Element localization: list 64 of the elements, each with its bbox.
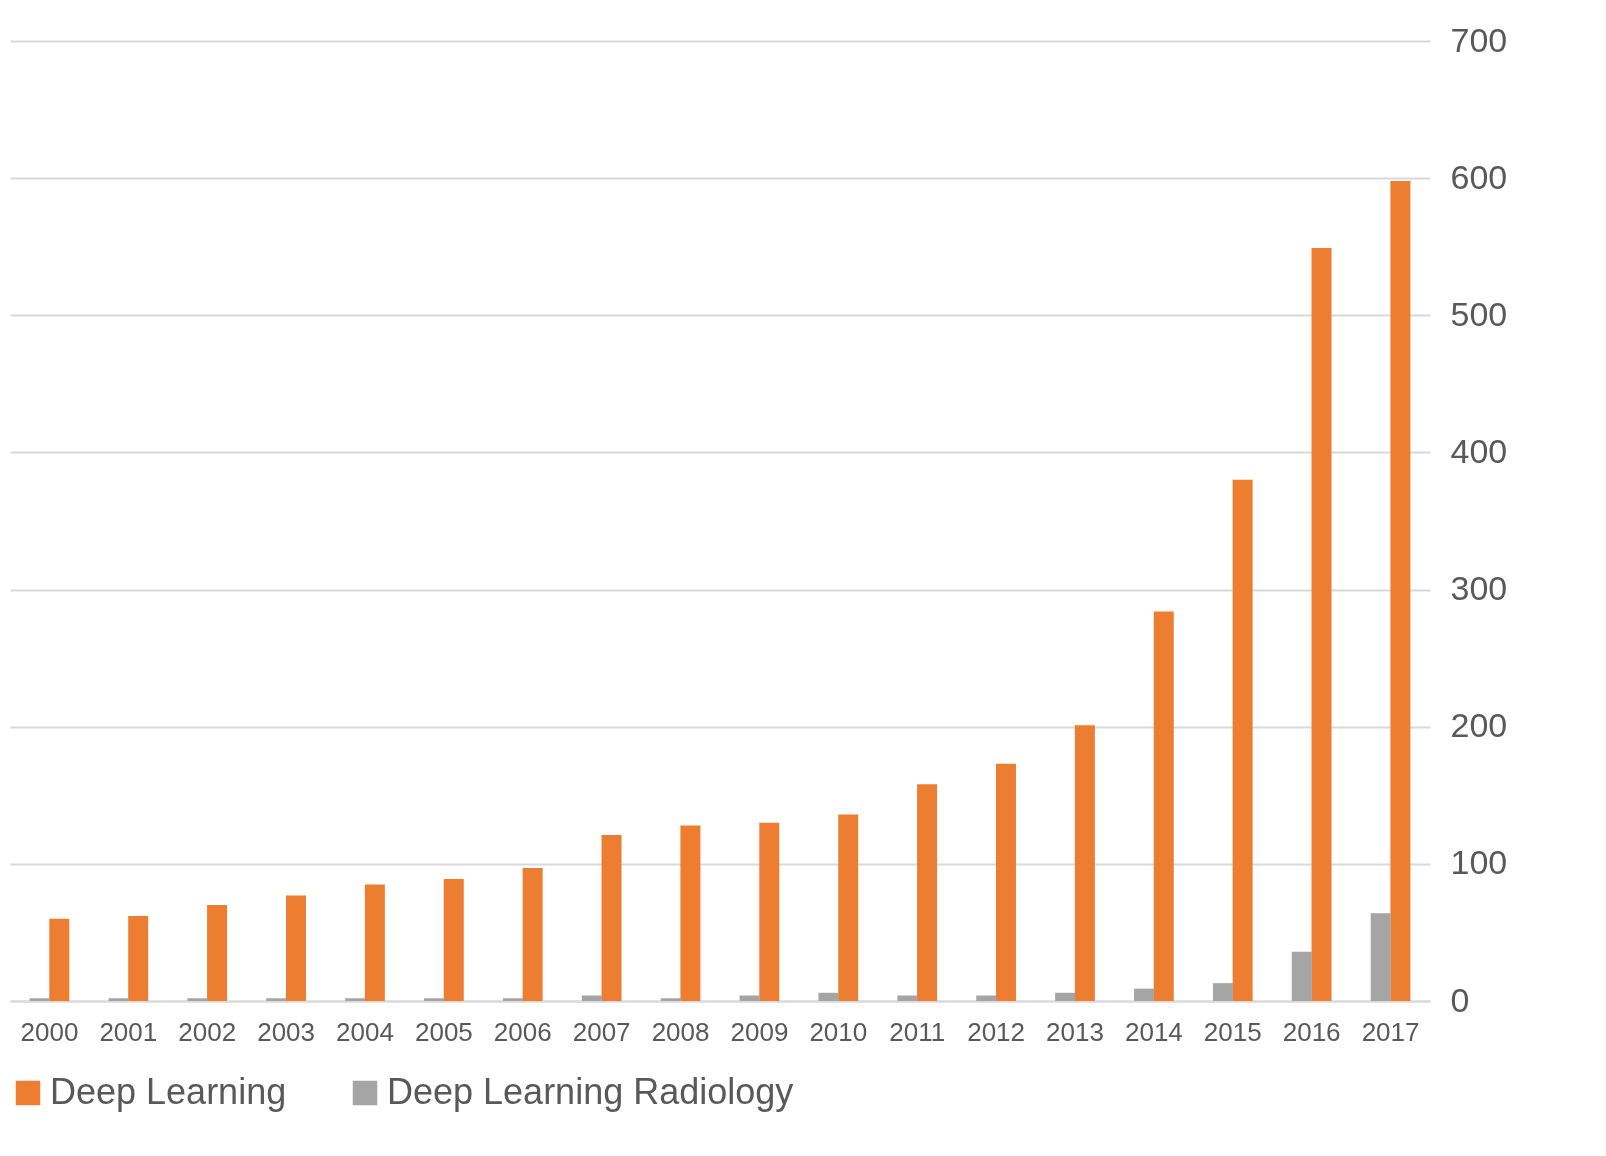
bar <box>502 998 523 1001</box>
x-tick-label: 2007 <box>572 1016 631 1047</box>
x-tick-label: 2011 <box>889 1016 946 1047</box>
bar <box>49 918 70 1001</box>
y-tick-label: 300 <box>1450 569 1508 608</box>
bar <box>29 998 50 1001</box>
bar <box>1074 725 1095 1001</box>
bar <box>581 995 602 1001</box>
bar <box>424 998 445 1001</box>
legend-label: Deep Learning <box>50 1071 287 1112</box>
x-tick-label: 2016 <box>1282 1016 1341 1047</box>
y-tick-label: 700 <box>1450 20 1508 59</box>
x-tick-label: 2002 <box>178 1016 237 1047</box>
bar <box>128 915 149 1001</box>
bar <box>1134 988 1155 1001</box>
bar <box>838 814 859 1001</box>
x-tick-label: 2005 <box>414 1016 473 1047</box>
x-tick-label: 2014 <box>1124 1016 1183 1047</box>
legend-label: Deep Learning Radiology <box>387 1071 794 1112</box>
bar <box>917 784 938 1001</box>
x-tick-label: 2004 <box>336 1016 394 1047</box>
bar <box>995 763 1016 1001</box>
bar <box>187 998 208 1001</box>
bar <box>818 992 839 1001</box>
bar <box>1390 180 1411 1001</box>
y-tick-label: 500 <box>1450 294 1508 333</box>
x-tick-label: 2003 <box>257 1016 316 1047</box>
bar <box>443 878 464 1001</box>
x-tick-label: 2009 <box>730 1016 789 1047</box>
bar <box>660 998 681 1001</box>
bar <box>759 822 780 1001</box>
bar <box>207 905 228 1001</box>
bar <box>897 995 918 1001</box>
bar <box>1291 951 1312 1001</box>
bar <box>364 884 385 1001</box>
bar <box>1311 248 1332 1001</box>
y-tick-label: 400 <box>1450 431 1508 470</box>
bar <box>1055 992 1076 1001</box>
y-tick-label: 600 <box>1450 157 1508 196</box>
y-tick-label: 0 <box>1450 980 1470 1019</box>
bar <box>1232 479 1253 1001</box>
x-tick-label: 2000 <box>20 1016 79 1047</box>
bar <box>1370 913 1391 1001</box>
y-tick-label: 100 <box>1450 843 1508 882</box>
x-tick-label: 2017 <box>1361 1016 1420 1047</box>
x-tick-label: 2010 <box>809 1016 868 1047</box>
bar <box>266 998 287 1001</box>
x-tick-label: 2012 <box>967 1016 1026 1047</box>
bar <box>108 998 129 1001</box>
bar <box>601 835 622 1001</box>
x-tick-label: 2006 <box>493 1016 552 1047</box>
bar <box>345 998 366 1001</box>
bar <box>1212 983 1233 1001</box>
bar <box>1153 611 1174 1001</box>
bar <box>285 895 306 1001</box>
x-tick-label: 2008 <box>651 1016 710 1047</box>
bar <box>739 995 760 1001</box>
bar <box>680 825 701 1001</box>
x-tick-label: 2013 <box>1046 1016 1104 1047</box>
bar <box>976 995 997 1001</box>
y-tick-label: 200 <box>1450 706 1508 745</box>
x-tick-label: 2015 <box>1203 1016 1262 1047</box>
x-tick-label: 2001 <box>99 1016 158 1047</box>
bar <box>522 867 543 1001</box>
